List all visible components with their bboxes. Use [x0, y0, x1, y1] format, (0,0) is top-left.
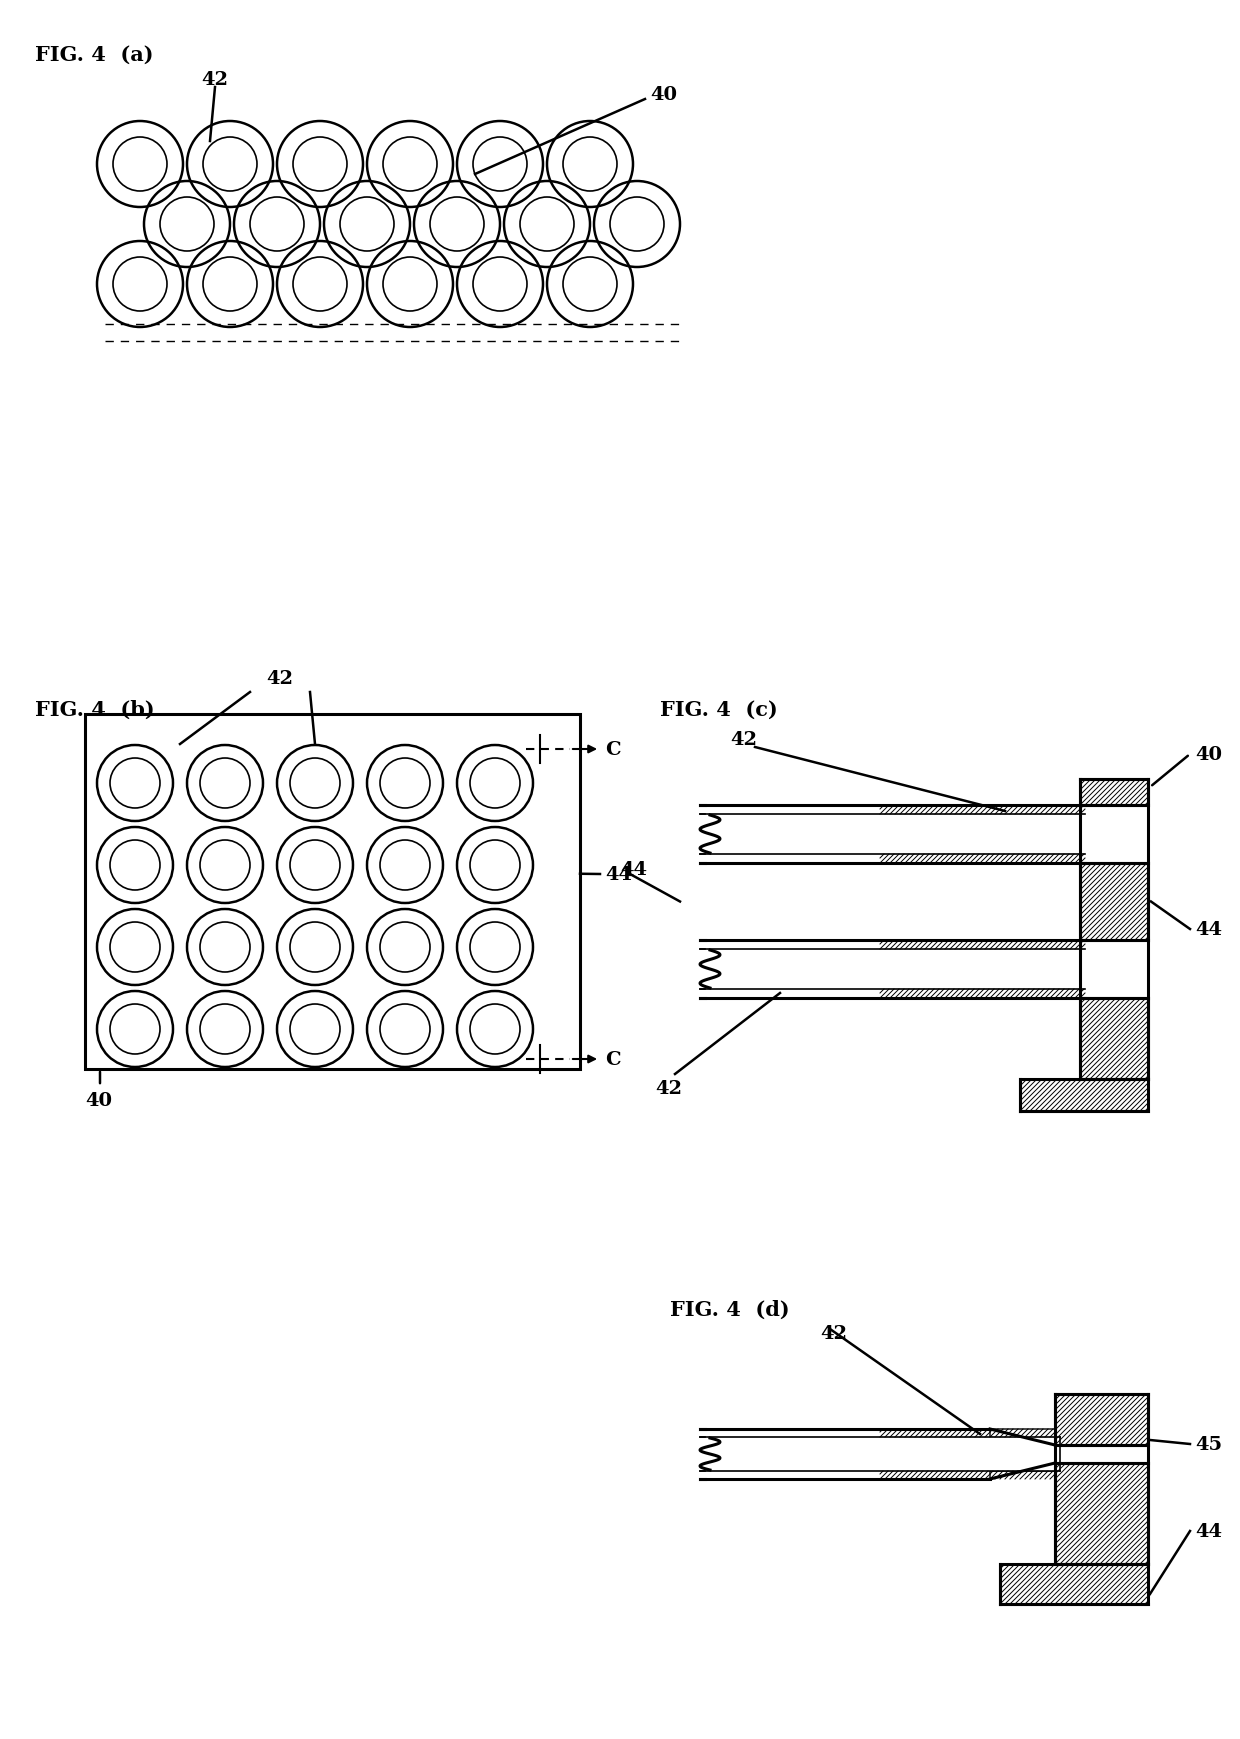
Bar — [701, 814, 1085, 854]
Text: 42: 42 — [820, 1323, 847, 1343]
Bar — [1080, 864, 1148, 941]
Text: 44: 44 — [1195, 920, 1221, 939]
Text: FIG. 4  (b): FIG. 4 (b) — [35, 699, 155, 720]
Text: 40: 40 — [86, 1092, 112, 1109]
Bar — [1055, 1395, 1148, 1445]
Polygon shape — [990, 1461, 1055, 1480]
Text: FIG. 4  (c): FIG. 4 (c) — [660, 699, 777, 720]
Text: 42: 42 — [655, 1080, 682, 1097]
Bar — [999, 1563, 1148, 1603]
Text: FIG. 4  (a): FIG. 4 (a) — [35, 45, 154, 64]
Text: 45: 45 — [1195, 1435, 1223, 1454]
Text: 40: 40 — [650, 85, 677, 104]
Text: 44: 44 — [605, 866, 632, 883]
Text: C: C — [605, 741, 621, 758]
Text: 44: 44 — [620, 861, 647, 878]
Text: 40: 40 — [1195, 746, 1221, 763]
Bar — [701, 949, 1085, 989]
Text: 42: 42 — [267, 670, 294, 687]
Text: 42: 42 — [730, 730, 756, 748]
Text: 44: 44 — [1195, 1522, 1221, 1541]
Bar — [86, 715, 580, 1069]
Bar — [1080, 998, 1148, 1080]
Polygon shape — [990, 1429, 1055, 1447]
Text: C: C — [605, 1050, 621, 1068]
Bar — [1080, 779, 1148, 805]
Text: FIG. 4  (d): FIG. 4 (d) — [670, 1299, 790, 1320]
Bar — [701, 1436, 1060, 1471]
Text: 42: 42 — [202, 71, 228, 89]
Bar — [1021, 1080, 1148, 1111]
Bar — [1055, 1462, 1148, 1563]
